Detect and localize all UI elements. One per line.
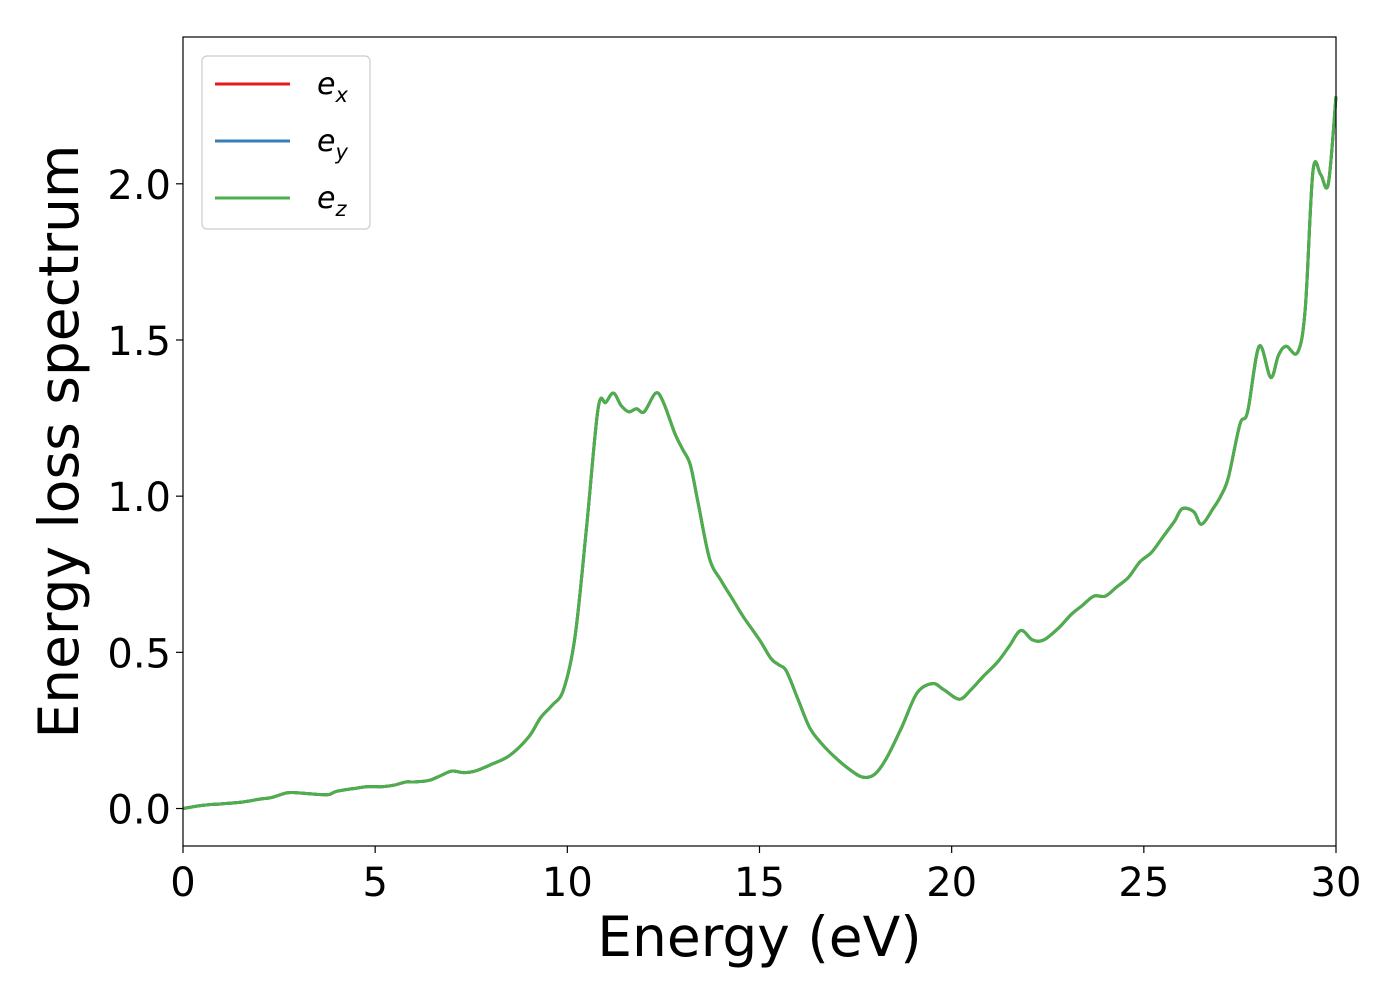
x-tick-label: 10 [542, 860, 593, 906]
x-tick-label: 25 [1118, 860, 1169, 906]
y-tick-label: 2.0 [107, 163, 171, 209]
series-line-e-z [182, 96, 1338, 810]
x-axis-ticks: 0 5 10 15 20 25 30 [170, 846, 1361, 906]
legend-label: ez [317, 181, 347, 221]
y-tick-label: 0.0 [107, 788, 171, 834]
legend-label: ey [317, 124, 348, 164]
y-axis-ticks: 0.0 0.5 1.0 1.5 2.0 [107, 163, 183, 834]
series-layer [182, 96, 1338, 810]
x-tick-label: 15 [734, 860, 785, 906]
x-tick-label: 0 [170, 860, 195, 906]
x-tick-label: 5 [362, 860, 387, 906]
y-tick-label: 1.5 [107, 319, 171, 365]
y-axis-label: Energy loss spectrum [27, 144, 91, 738]
legend: ex ey ez [201, 55, 371, 230]
x-tick-label: 20 [926, 860, 977, 906]
x-tick-label: 30 [1311, 860, 1362, 906]
x-axis-label: Energy (eV) [597, 905, 921, 969]
y-tick-label: 1.0 [107, 475, 171, 521]
legend-label: ex [317, 67, 348, 107]
y-tick-label: 0.5 [107, 631, 171, 677]
